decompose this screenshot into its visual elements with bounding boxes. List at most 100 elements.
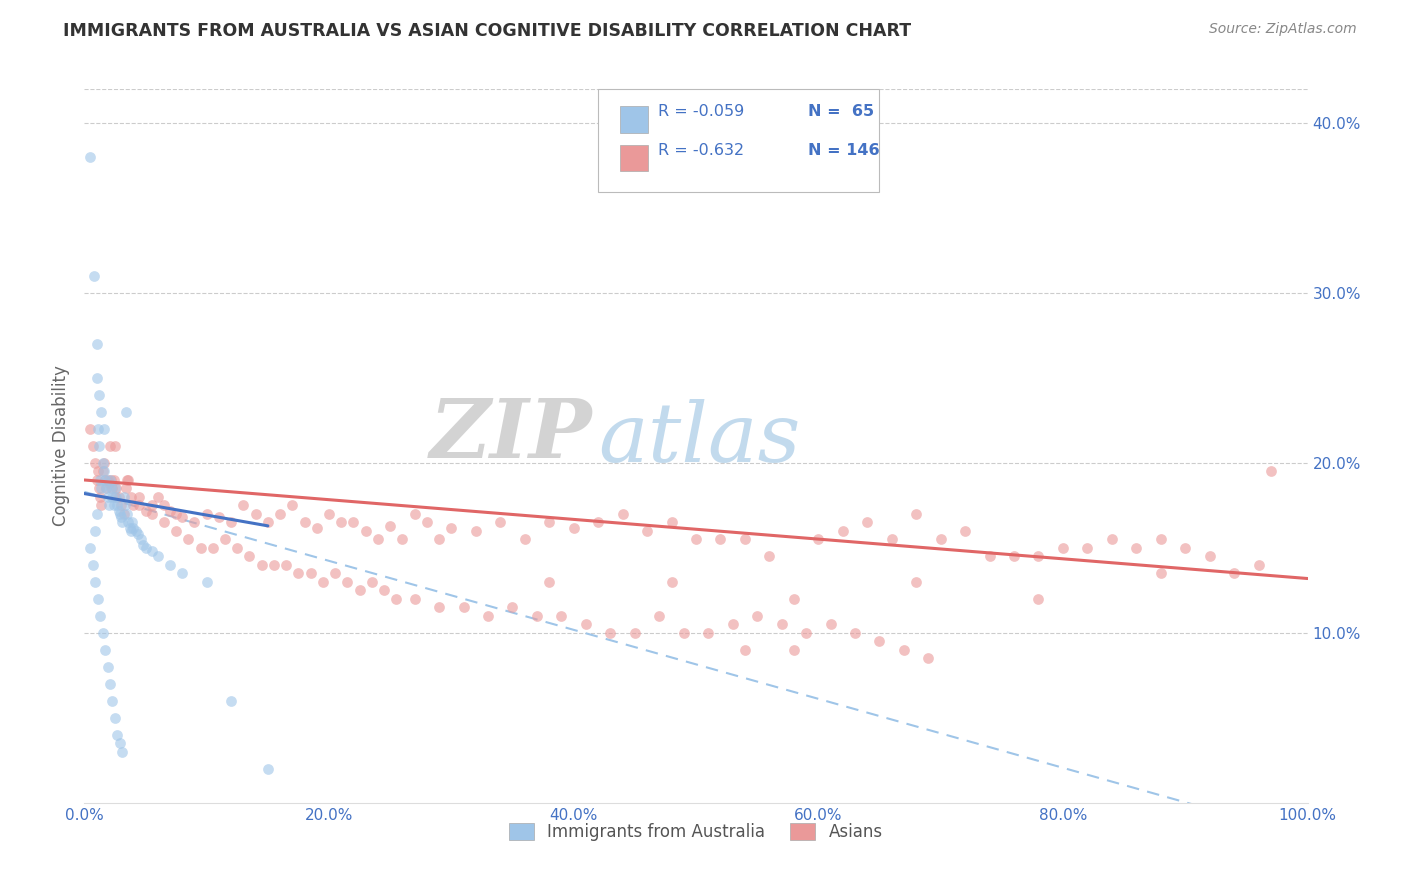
Point (624, 626, 647, 640)
Point (257, 762, 280, 776)
Point (385, 591, 408, 606)
Point (82, 558, 104, 572)
Point (758, 549, 780, 564)
Point (93, 465, 115, 479)
Point (276, 558, 298, 572)
Point (172, 566, 194, 581)
Point (226, 541, 249, 555)
Point (232, 499, 254, 513)
Point (103, 499, 125, 513)
Point (153, 516, 176, 530)
Point (709, 533, 731, 547)
Point (91, 456, 114, 470)
Point (117, 473, 139, 487)
Point (404, 507, 426, 521)
Point (104, 711, 127, 725)
Point (416, 516, 439, 530)
Point (79, 541, 101, 555)
Point (146, 490, 169, 504)
Point (120, 490, 142, 504)
Point (905, 507, 928, 521)
Point (770, 617, 793, 632)
Point (794, 626, 817, 640)
Point (1198, 549, 1220, 564)
Point (929, 533, 952, 547)
Point (101, 694, 124, 708)
Point (880, 533, 903, 547)
Point (97, 473, 120, 487)
Point (360, 574, 382, 589)
Point (336, 574, 359, 589)
Point (96, 482, 118, 496)
Point (464, 524, 486, 538)
Point (440, 520, 463, 534)
Point (104, 439, 127, 453)
Point (120, 524, 142, 538)
Point (107, 490, 129, 504)
Point (648, 608, 671, 623)
Point (391, 533, 413, 547)
Point (87, 591, 110, 606)
Point (132, 537, 155, 551)
Point (404, 591, 426, 606)
Point (165, 524, 187, 538)
Point (98, 677, 121, 691)
Point (172, 510, 194, 524)
Point (905, 574, 928, 589)
Point (146, 549, 169, 564)
Point (101, 490, 124, 504)
Point (110, 510, 132, 524)
Point (94, 643, 117, 657)
Point (893, 643, 915, 657)
Point (219, 516, 242, 530)
Y-axis label: Cognitive Disability: Cognitive Disability (52, 366, 70, 526)
Point (87, 388, 110, 402)
Point (111, 516, 134, 530)
Point (820, 617, 842, 632)
Point (84, 456, 107, 470)
Point (219, 694, 242, 708)
Point (141, 544, 163, 558)
Point (1076, 541, 1098, 555)
Point (90, 482, 112, 496)
Point (263, 558, 285, 572)
Point (105, 490, 128, 504)
Point (128, 490, 150, 504)
Point (98, 473, 121, 487)
Point (94, 473, 117, 487)
Point (208, 510, 231, 524)
Point (108, 507, 131, 521)
Point (89, 473, 111, 487)
Point (141, 507, 163, 521)
Point (110, 499, 132, 513)
Point (1125, 541, 1147, 555)
Point (238, 549, 260, 564)
Point (101, 482, 124, 496)
Point (105, 482, 128, 496)
Point (1052, 541, 1074, 555)
Point (183, 516, 205, 530)
Point (122, 499, 145, 513)
Point (141, 499, 163, 513)
Point (105, 499, 128, 513)
Point (697, 626, 720, 640)
Point (373, 583, 395, 598)
Point (550, 608, 572, 623)
Point (86, 473, 108, 487)
Point (380, 519, 402, 533)
Point (108, 736, 131, 750)
Point (661, 516, 683, 530)
Point (538, 574, 561, 589)
Point (105, 728, 128, 742)
Point (83, 269, 105, 284)
Text: N =  65: N = 65 (808, 104, 875, 120)
Point (96, 482, 118, 496)
Point (612, 507, 634, 521)
Point (318, 507, 340, 521)
Point (783, 643, 806, 657)
Point (1174, 541, 1197, 555)
Point (734, 643, 756, 657)
Point (89, 608, 111, 623)
Point (526, 608, 548, 623)
Point (111, 745, 134, 759)
